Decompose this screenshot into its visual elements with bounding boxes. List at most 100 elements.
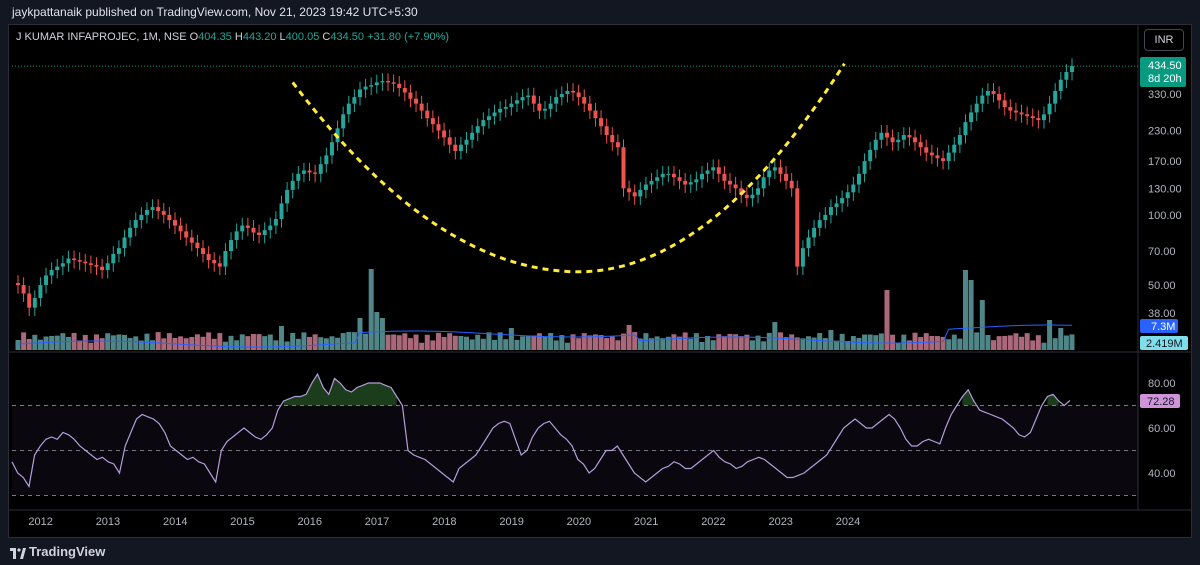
candle-body — [475, 126, 480, 133]
candle-body — [980, 95, 985, 104]
last-price-label: 434.50 — [1148, 60, 1182, 72]
candle-body — [963, 122, 968, 136]
candle-body — [206, 253, 211, 261]
volume-bar — [671, 334, 677, 350]
candle-body — [380, 81, 385, 83]
candle-body — [38, 285, 43, 299]
volume-bar — [26, 339, 32, 350]
candle-body — [128, 227, 133, 238]
volume-bar — [1035, 335, 1041, 350]
volume-bar — [733, 334, 739, 350]
volume-bar — [413, 334, 419, 350]
volume-bar — [368, 269, 374, 350]
chart-panel[interactable] — [8, 24, 1192, 538]
candle-body — [548, 103, 553, 109]
volume-bar — [32, 334, 38, 350]
candle-body — [234, 231, 239, 241]
candle-body — [952, 144, 957, 153]
candle-body — [845, 192, 850, 199]
volume-bar — [424, 334, 430, 350]
candle-body — [245, 225, 250, 228]
candle-body — [1030, 116, 1035, 119]
candle-body — [318, 164, 323, 174]
candle-body — [896, 139, 901, 143]
volume-bar — [890, 334, 896, 350]
volume-bar — [553, 340, 559, 350]
candle-body — [481, 120, 486, 127]
candle-body — [800, 248, 805, 267]
rsi-overbought-fill — [283, 374, 1071, 406]
volume-bar — [54, 335, 60, 350]
time-axis-tick-label: 2012 — [28, 516, 52, 528]
volume-bar — [654, 336, 660, 350]
volume-bar — [789, 334, 795, 350]
volume-bar — [430, 340, 436, 350]
candle-body — [671, 173, 676, 178]
candle-body — [997, 94, 1002, 101]
candle-body — [817, 220, 822, 228]
candle-body — [632, 192, 637, 197]
candle-body — [307, 170, 312, 173]
volume-bar — [834, 340, 840, 350]
volume-bar — [99, 338, 105, 350]
candle-body — [699, 173, 704, 180]
volume-bar — [200, 336, 206, 350]
candle-body — [150, 207, 155, 210]
candle-body — [868, 149, 873, 162]
rsi-value-label: 72.28 — [1147, 396, 1175, 408]
candles-group — [16, 58, 1074, 317]
price-axis-tick-label: 130.00 — [1148, 183, 1182, 195]
currency-button[interactable]: INR — [1144, 29, 1184, 51]
volume-bar — [688, 338, 694, 350]
candle-body — [739, 188, 744, 195]
candle-body — [778, 167, 783, 174]
cup-pattern-curve — [291, 62, 846, 274]
volume-bar — [878, 333, 884, 350]
candle-body — [352, 97, 357, 104]
volume-bar — [318, 337, 324, 350]
candle-body — [1008, 107, 1013, 111]
volume-bar — [604, 338, 610, 350]
candle-body — [812, 227, 817, 238]
volume-bar — [295, 338, 301, 350]
candle-body — [402, 88, 407, 93]
candle-body — [514, 100, 519, 104]
candle-body — [16, 283, 20, 286]
volume-bar — [918, 337, 924, 350]
candle-body — [285, 189, 290, 204]
candle-body — [492, 112, 497, 117]
candle-body — [144, 209, 149, 215]
candle-body — [873, 139, 878, 150]
candle-body — [767, 170, 772, 178]
volume-bar — [357, 318, 363, 350]
volume-bar — [693, 333, 699, 350]
candle-body — [615, 142, 620, 148]
volume-bar — [514, 339, 520, 350]
tradingview-brand: TradingView — [29, 544, 106, 559]
time-axis-tick-label: 2015 — [230, 516, 254, 528]
candle-body — [711, 167, 716, 171]
candle-body — [526, 95, 531, 98]
candle-body — [453, 144, 458, 151]
volume-bar — [93, 334, 99, 350]
volume-bar — [559, 335, 565, 350]
volume-bar — [503, 339, 509, 350]
candle-body — [1019, 112, 1024, 115]
volume-bar — [211, 338, 217, 350]
volume-bar — [542, 336, 548, 350]
volume-bar — [817, 333, 823, 350]
candle-body — [750, 194, 755, 199]
volume-bar — [161, 338, 167, 350]
tradingview-logo[interactable]: TradingView — [10, 544, 105, 559]
open-value: 404.35 — [198, 31, 232, 43]
volume-bar — [637, 338, 643, 350]
volume-bar — [828, 330, 834, 350]
volume-bar — [845, 340, 851, 350]
candle-body — [941, 158, 946, 162]
candle-body — [907, 135, 912, 138]
volume-bar — [800, 338, 806, 350]
volume-bar — [744, 334, 750, 350]
candle-body — [447, 137, 452, 145]
volume-bar — [576, 338, 582, 350]
